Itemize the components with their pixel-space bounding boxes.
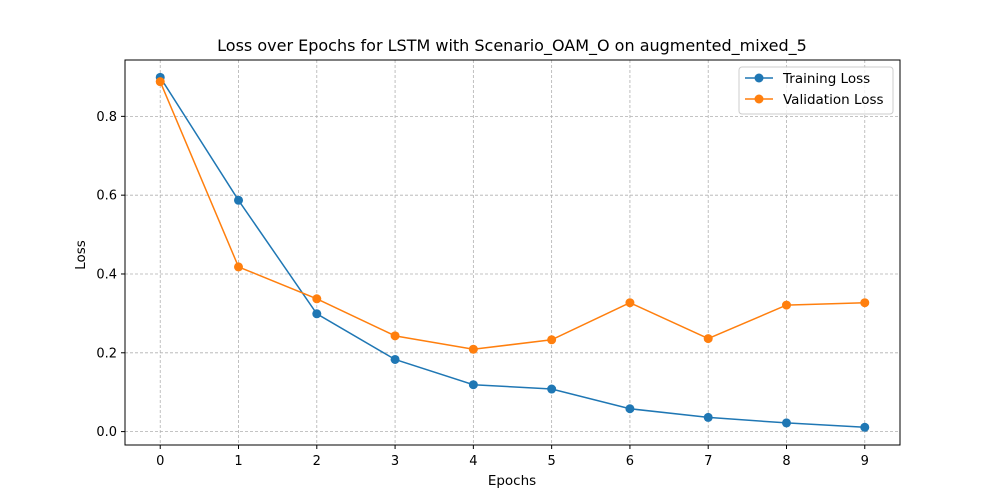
- validation-loss-point: [312, 294, 322, 304]
- chart-title: Loss over Epochs for LSTM with Scenario_…: [217, 36, 807, 56]
- legend-marker-validation: [754, 94, 764, 104]
- series-group: [155, 72, 870, 432]
- x-tick-label: 6: [626, 454, 634, 469]
- y-tick-label: 0.8: [96, 110, 117, 125]
- y-tick-label: 0.0: [96, 425, 117, 440]
- y-tick-label: 0.2: [96, 346, 117, 361]
- validation-loss-point: [468, 344, 478, 354]
- x-tick-label: 1: [234, 454, 242, 469]
- legend-box: [738, 66, 894, 115]
- training-loss-point: [234, 195, 244, 205]
- validation-loss-point: [625, 298, 635, 308]
- training-loss-point: [468, 380, 478, 390]
- training-loss-point: [547, 384, 557, 394]
- x-tick-label: 4: [469, 454, 477, 469]
- plot-area-frame: [124, 59, 901, 446]
- y-tick-label: 0.4: [96, 267, 117, 282]
- validation-loss-point: [234, 262, 244, 272]
- legend: Training Loss Validation Loss: [738, 66, 894, 115]
- axis-ticks: 0 1 2 3 4 5 6 7 8 9 0.0 0.2 0.4 0.6 0.8: [96, 110, 869, 469]
- legend-marker-training: [754, 73, 764, 83]
- validation-loss-point: [860, 298, 870, 308]
- x-axis-label: Epochs: [488, 473, 536, 489]
- grid: [125, 60, 900, 445]
- training-loss-line: [159, 76, 865, 429]
- x-tick-label: 5: [548, 454, 556, 469]
- legend-label-validation: Validation Loss: [783, 92, 884, 108]
- validation-loss-point: [390, 331, 400, 341]
- legend-label-training: Training Loss: [782, 71, 870, 87]
- training-loss-point: [390, 354, 400, 364]
- training-loss-point: [860, 422, 870, 432]
- validation-loss-point: [781, 300, 791, 310]
- validation-loss-line: [159, 81, 865, 351]
- x-tick-label: 2: [313, 454, 321, 469]
- y-axis-label: Loss: [73, 240, 89, 270]
- training-loss-point: [703, 412, 713, 422]
- training-loss-point: [781, 418, 791, 428]
- x-tick-label: 7: [704, 454, 712, 469]
- x-tick-label: 0: [156, 454, 164, 469]
- validation-loss-point: [703, 334, 713, 344]
- training-loss-point: [312, 309, 322, 319]
- validation-loss-point: [155, 77, 165, 87]
- training-loss-point: [625, 404, 635, 414]
- x-tick-label: 9: [861, 454, 869, 469]
- x-tick-label: 3: [391, 454, 399, 469]
- x-tick-label: 8: [782, 454, 790, 469]
- y-tick-label: 0.6: [96, 189, 117, 204]
- validation-loss-point: [547, 335, 557, 345]
